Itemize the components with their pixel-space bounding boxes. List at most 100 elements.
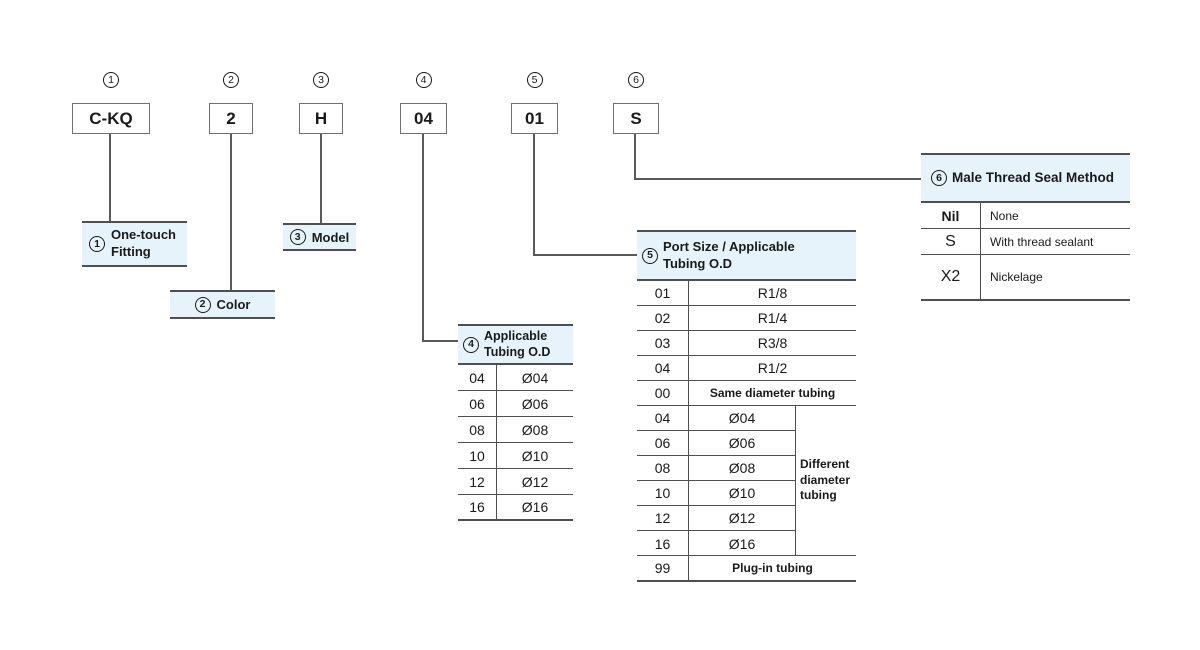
row-code: 16 [637,531,689,556]
connector-line-4-horizontal [422,340,458,342]
connector-line-1 [109,134,111,222]
code-box-seal: S [613,103,659,134]
code-box-port: 01 [511,103,558,134]
circled-number-1-label: 1 [89,236,105,252]
label-model: 3 Model [283,223,356,251]
table-port-size: 5 Port Size / Applicable Tubing O.D 01 R1… [637,230,856,582]
circled-number-3-label: 3 [289,229,306,245]
different-diameter-rows: 04 Ø04 06 Ø06 08 Ø08 10 Ø10 12 Ø12 16 Ø16 [637,406,795,556]
circled-number-1: 1 [72,72,150,88]
row-value: With thread sealant [990,234,1094,249]
row-value: Ø06 [521,395,549,412]
row-code: 06 [637,431,689,455]
row-code: 10 [458,443,497,468]
row-code: S [921,229,981,254]
row-value: Ø12 [521,473,549,490]
row-value: Same diameter tubing [709,386,836,400]
table-row-same-diameter: 00 Same diameter tubing [637,381,856,406]
row-value: Plug-in tubing [732,561,813,575]
row-value: Ø16 [521,499,549,515]
row-value: Ø12 [728,510,756,526]
table-seal-method: 6 Male Thread Seal Method Nil None S Wit… [921,153,1130,301]
circled-number-2: 2 [209,72,253,88]
row-value: Ø08 [521,421,549,438]
table-row: 10 Ø10 [458,443,573,469]
seal-method-title: Male Thread Seal Method [952,169,1115,185]
connector-line-6-vertical [634,134,636,180]
color-text: Color [216,297,251,312]
code-box-model: H [299,103,343,134]
table-row: 04 Ø04 [458,365,573,391]
row-value: Ø16 [728,535,756,552]
row-value: Nickelage [990,270,1043,284]
table-row-plug-in: 99 Plug-in tubing [637,556,856,582]
row-code: 08 [458,417,497,442]
label-color: 2 Color [170,290,275,319]
model-text: Model [311,229,350,245]
row-code: 03 [637,331,689,355]
code-box-series: C-KQ [72,103,150,134]
table-row: X2 Nickelage [921,255,1130,301]
row-value: R1/2 [757,360,788,376]
circled-number-6: 6 [613,72,659,88]
row-code: 08 [637,456,689,480]
row-value: Ø08 [728,460,756,476]
row-code: 01 [637,281,689,305]
row-code: 02 [637,306,689,330]
connector-line-2 [230,134,232,291]
connector-line-4-vertical [422,134,424,342]
table-seal-method-header: 6 Male Thread Seal Method [921,153,1130,203]
circled-number-4: 4 [400,72,447,88]
row-value: Ø04 [728,410,756,426]
row-code: 12 [637,506,689,530]
different-diameter-section: 04 Ø04 06 Ø06 08 Ø08 10 Ø10 12 Ø12 16 Ø16 Diff… [637,406,856,556]
table-row: 12 Ø12 [458,469,573,495]
code-box-color: 2 [209,103,253,134]
connector-line-6-horizontal [634,178,921,180]
row-value: None [990,208,1019,223]
table-port-size-header: 5 Port Size / Applicable Tubing O.D [637,230,856,281]
circled-number-6-label: 6 [931,170,947,186]
table-row: Nil None [921,203,1130,229]
table-row: 16 Ø16 [637,531,795,556]
row-value: R3/8 [757,335,788,351]
row-value: Ø06 [728,435,756,451]
row-code: X2 [921,255,981,299]
table-row: 01 R1/8 [637,281,856,306]
row-value: R1/8 [757,285,788,301]
table-applicable-tubing: 4 Applicable Tubing O.D 04 Ø04 06 Ø06 08 Ø0… [458,324,573,521]
table-row: 04 Ø04 [637,406,795,431]
table-row: 16 Ø16 [458,495,573,521]
connector-line-3 [320,134,322,224]
table-row: 04 R1/2 [637,356,856,381]
table-row: 06 Ø06 [637,431,795,456]
table-row: 08 Ø08 [637,456,795,481]
row-code: 10 [637,481,689,505]
connector-line-5-vertical [533,134,535,256]
circled-number-2-label: 2 [194,296,211,313]
row-code: 00 [637,381,689,405]
row-value: R1/4 [757,310,788,326]
connector-line-5-horizontal [533,254,637,256]
row-value: Ø10 [728,485,756,501]
circled-number-4-label: 4 [463,336,479,353]
table-row: 12 Ø12 [637,506,795,531]
row-code: 06 [458,391,497,416]
different-diameter-label: Different diameter tubing [795,406,856,555]
circled-number-5: 5 [511,72,558,88]
row-code: 04 [458,365,497,390]
table-row: 10 Ø10 [637,481,795,506]
row-code: 16 [458,495,497,519]
row-code: 04 [637,356,689,380]
row-value: Ø10 [521,447,549,464]
row-value: Ø04 [521,369,549,386]
circled-number-5-label: 5 [642,247,658,264]
table-row: 06 Ø06 [458,391,573,417]
port-size-title: Port Size / Applicable Tubing O.D [663,239,795,271]
row-code: Nil [921,203,981,228]
table-row: 08 Ø08 [458,417,573,443]
table-applicable-tubing-header: 4 Applicable Tubing O.D [458,324,573,365]
table-row: 03 R3/8 [637,331,856,356]
one-touch-fitting-text: One-touch Fitting [111,227,176,259]
